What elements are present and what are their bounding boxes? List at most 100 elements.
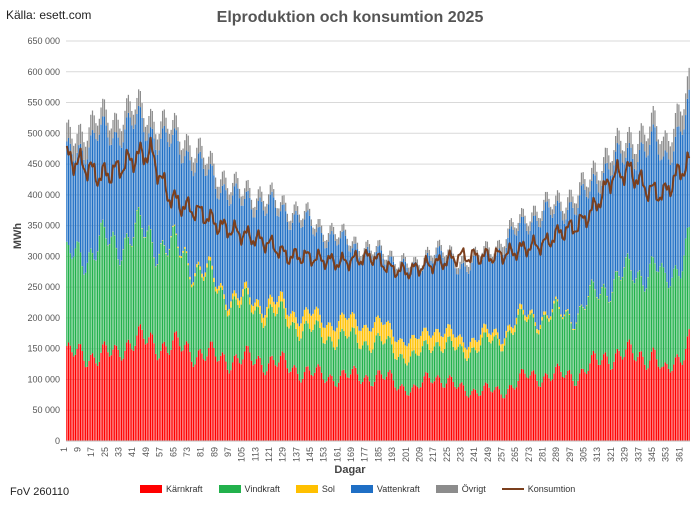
bar-övrigt [527, 226, 530, 235]
bar-övrigt [74, 143, 77, 161]
bar-vindkraft [315, 320, 318, 368]
bar-vattenkraft [391, 256, 393, 330]
bar-vindkraft [505, 337, 507, 395]
x-tick-label: 153 [319, 447, 329, 462]
bar-kärnkraft [444, 387, 446, 441]
bar-vindkraft [452, 346, 454, 382]
bar-vattenkraft [338, 244, 340, 322]
x-tick-label: 281 [538, 447, 548, 462]
bar-övrigt [654, 110, 656, 128]
bar-vindkraft [413, 350, 415, 385]
bar-sol [372, 327, 374, 350]
bar-kärnkraft [389, 369, 391, 441]
bar-sol [256, 299, 258, 307]
bar-kärnkraft [108, 356, 111, 441]
bar-sol [185, 251, 188, 254]
bar-övrigt [324, 240, 326, 249]
bar-vattenkraft [594, 175, 596, 290]
bar-övrigt [618, 130, 620, 145]
bar-övrigt [683, 109, 685, 130]
bar-kärnkraft [334, 386, 336, 441]
bar-övrigt [652, 105, 654, 125]
bar-vattenkraft [379, 245, 381, 319]
bar-vattenkraft [134, 124, 136, 223]
bar-kärnkraft [161, 343, 164, 441]
bar-övrigt [226, 188, 229, 200]
bar-vindkraft [170, 237, 172, 350]
bar-sol [391, 329, 393, 345]
bar-övrigt [387, 255, 389, 262]
bar-kärnkraft [604, 352, 606, 441]
bar-övrigt [425, 249, 427, 257]
bar-sol [539, 324, 542, 329]
x-tick-label: 129 [278, 447, 288, 462]
bar-vattenkraft [237, 188, 239, 299]
bar-övrigt [341, 224, 343, 232]
bar-vindkraft [459, 344, 461, 384]
bar-vindkraft [244, 289, 246, 352]
bar-sol [240, 296, 242, 305]
bar-övrigt [281, 195, 283, 205]
bar-sol [163, 245, 165, 246]
bar-vattenkraft [608, 169, 610, 303]
bar-vindkraft [375, 335, 377, 375]
bar-kärnkraft [97, 365, 99, 441]
bar-övrigt [290, 220, 292, 230]
bar-vattenkraft [478, 261, 480, 341]
bar-kärnkraft [591, 355, 593, 441]
bar-vindkraft [144, 237, 147, 345]
bar-vindkraft [194, 276, 196, 365]
bar-vindkraft [401, 354, 403, 385]
bar-sol [479, 334, 482, 346]
bar-sol [322, 327, 324, 344]
bar-kärnkraft [526, 377, 528, 441]
x-tick-label: 1 [59, 447, 69, 452]
bar-kärnkraft [601, 360, 603, 441]
bar-vattenkraft [577, 207, 579, 314]
bar-vindkraft [139, 215, 141, 325]
bar-övrigt [668, 140, 670, 160]
bar-vattenkraft [601, 185, 603, 288]
bar-vindkraft [524, 320, 526, 374]
bar-kärnkraft [341, 370, 343, 441]
bar-sol [426, 331, 429, 345]
bar-kärnkraft [558, 365, 560, 441]
bar-kärnkraft [471, 391, 473, 441]
bar-sol [515, 317, 518, 325]
bar-vindkraft [517, 314, 519, 381]
bar-kärnkraft [615, 353, 617, 441]
bar-kärnkraft [307, 366, 309, 441]
bar-kärnkraft [136, 335, 138, 441]
bar-sol [230, 301, 232, 308]
bar-vattenkraft [276, 215, 278, 302]
bar-kärnkraft [556, 363, 559, 441]
bar-vindkraft [541, 320, 543, 383]
bar-övrigt [647, 138, 649, 156]
bar-övrigt [317, 219, 319, 228]
bar-övrigt [534, 205, 536, 216]
bar-vindkraft [225, 309, 227, 362]
bar-kärnkraft [223, 354, 225, 441]
bar-vindkraft [339, 331, 342, 376]
bar-kärnkraft [577, 380, 579, 441]
bar-övrigt [199, 137, 201, 152]
bar-kärnkraft [474, 389, 477, 441]
bar-vattenkraft [550, 214, 552, 317]
bar-vindkraft [167, 256, 169, 353]
bar-vindkraft [266, 317, 268, 372]
legend-swatch-karnkraft [140, 485, 162, 493]
bar-vindkraft [491, 340, 494, 393]
bar-kärnkraft [261, 364, 263, 441]
bar-vattenkraft [155, 149, 157, 267]
bar-kärnkraft [497, 386, 499, 441]
bar-vindkraft [256, 306, 258, 360]
bar-vattenkraft [93, 133, 95, 260]
bar-kärnkraft [83, 360, 85, 441]
bar-kärnkraft [115, 345, 118, 441]
bar-vindkraft [305, 320, 307, 367]
bar-övrigt [86, 140, 88, 160]
bar-sol [433, 332, 436, 347]
bar-vattenkraft [310, 225, 312, 316]
bar-övrigt [416, 259, 418, 264]
bar-sol [168, 248, 171, 250]
